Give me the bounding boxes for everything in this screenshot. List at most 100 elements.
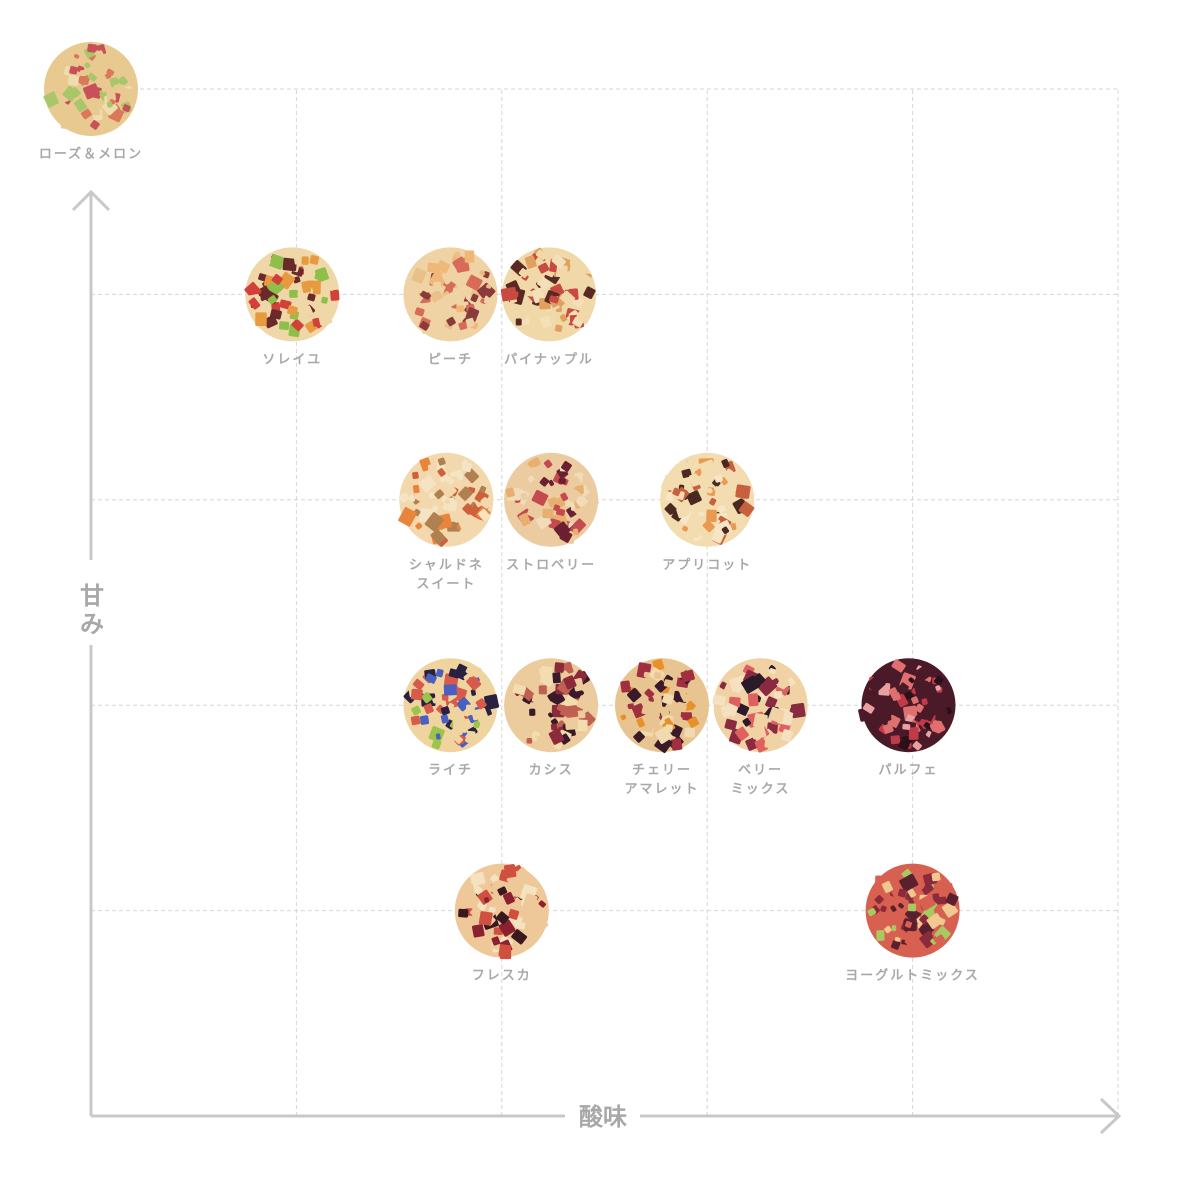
tea-piece	[87, 43, 97, 53]
tea-piece	[299, 305, 314, 320]
tea-piece	[556, 458, 563, 465]
tea-piece	[90, 120, 100, 130]
tea-piece	[84, 62, 91, 69]
tea-piece	[94, 50, 102, 58]
tea-piece	[747, 693, 759, 707]
tea-piece	[670, 738, 683, 751]
tea-point[interactable]: ヨーグルトミックス	[845, 863, 980, 984]
tea-piece	[682, 525, 689, 532]
tea-piece	[654, 680, 668, 693]
tea-piece	[543, 459, 553, 469]
tea-piece	[911, 696, 919, 705]
tea-piece	[430, 529, 446, 545]
tea-piece	[522, 893, 538, 910]
tea-piece	[620, 714, 627, 721]
tea-piece	[484, 897, 490, 903]
tea-piece	[410, 688, 423, 701]
tea-piece	[693, 700, 706, 715]
tea-piece	[933, 675, 944, 686]
tea-piece	[540, 315, 552, 329]
tea-piece	[437, 468, 446, 477]
tea-piece	[480, 282, 496, 298]
tea-piece	[49, 95, 57, 102]
tea-point[interactable]: カシス	[504, 658, 599, 778]
tea-point[interactable]: フレスカ	[454, 863, 549, 984]
tea-point[interactable]: アプリコット	[660, 452, 755, 573]
tea-piece	[620, 680, 631, 693]
tea-piece	[891, 925, 897, 932]
tea-point[interactable]: ローズ＆メロン	[39, 42, 143, 162]
tea-piece	[465, 317, 475, 328]
tea-piece	[555, 508, 566, 516]
tea-piece	[410, 715, 421, 726]
tea-piece	[449, 281, 456, 288]
tea-piece	[500, 286, 518, 302]
tea-piece	[884, 925, 892, 934]
tea-piece	[687, 716, 700, 728]
tea-piece	[465, 663, 482, 678]
tea-piece	[769, 668, 776, 674]
tea-point[interactable]: ピーチ	[403, 247, 498, 367]
tea-piece	[754, 738, 769, 753]
tea-piece	[326, 282, 336, 291]
tea-piece	[470, 293, 479, 303]
tea-piece	[505, 487, 515, 498]
tea-piece	[513, 465, 531, 484]
tea-piece	[529, 708, 536, 716]
tea-piece	[721, 526, 730, 535]
tea-piece	[897, 682, 909, 695]
tea-piece	[676, 505, 690, 519]
point-label: チェリー	[632, 763, 692, 778]
tea-piece	[123, 88, 133, 99]
tea-piece	[122, 104, 131, 113]
tea-piece	[415, 522, 423, 530]
tea-piece	[698, 511, 705, 517]
tea-piece	[437, 457, 446, 466]
tea-piece	[526, 503, 542, 519]
tea-point[interactable]: ライチ	[403, 658, 500, 778]
tea-piece	[560, 492, 569, 502]
tea-point[interactable]: パイナップル	[500, 247, 597, 367]
tea-point[interactable]: ソレイユ	[244, 247, 340, 367]
tea-piece	[411, 705, 422, 716]
axes: 甘 み 酸味	[71, 189, 1122, 1135]
tea-point[interactable]: パルフェ	[858, 658, 956, 778]
tea-piece	[435, 668, 444, 678]
tea-piece	[420, 290, 430, 300]
tea-piece	[97, 76, 107, 85]
tea-piece	[890, 735, 901, 745]
tea-point[interactable]: ストロベリー	[504, 452, 599, 573]
tea-piece	[572, 677, 584, 692]
tea-piece	[724, 468, 734, 478]
tea-piece	[465, 307, 480, 321]
tea-piece	[443, 684, 457, 696]
tea-piece	[654, 672, 662, 679]
tea-piece	[625, 711, 633, 720]
tea-piece	[929, 731, 940, 743]
tea-piece	[664, 659, 674, 668]
point-label: ミックス	[731, 782, 791, 797]
tea-piece	[448, 668, 461, 679]
tea-piece	[890, 940, 901, 950]
tea-piece	[559, 290, 576, 306]
tea-piece	[535, 249, 548, 261]
tea-piece	[519, 721, 536, 737]
tea-piece	[661, 474, 678, 492]
tea-piece	[497, 886, 508, 896]
tea-piece	[689, 473, 700, 487]
tea-piece	[499, 945, 512, 960]
tea-piece	[717, 504, 726, 513]
tea-piece	[937, 725, 943, 732]
point-label: ライチ	[428, 763, 473, 778]
tea-piece	[558, 478, 566, 485]
tea-piece	[314, 273, 323, 281]
tea-piece	[731, 478, 738, 485]
tea-piece	[318, 310, 333, 326]
tea-piece	[880, 905, 887, 913]
tea-piece	[530, 457, 541, 468]
tea-piece	[575, 309, 592, 324]
tea-piece	[269, 309, 282, 320]
